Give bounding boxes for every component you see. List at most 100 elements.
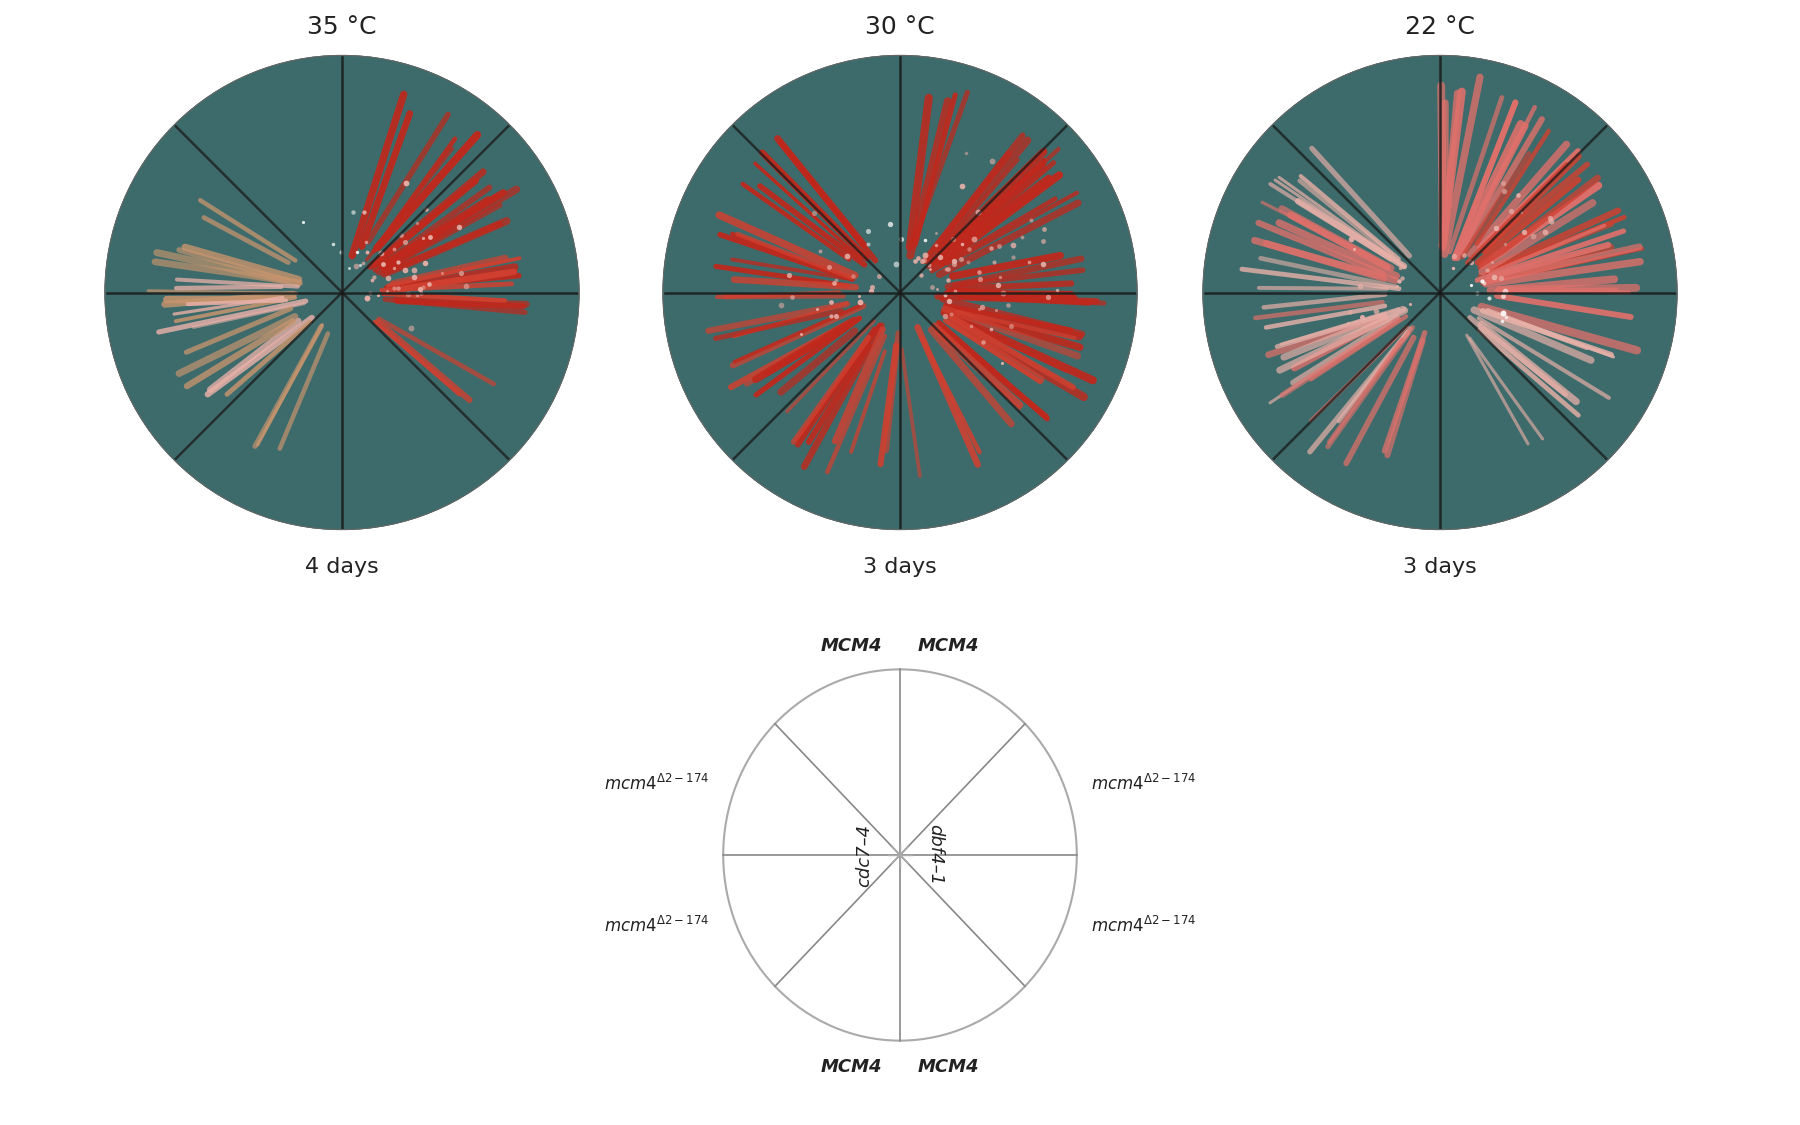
Text: 22 °C: 22 °C (1406, 16, 1474, 39)
Point (1336, 303, 1364, 321)
Point (328, 243, 356, 261)
Point (409, 278, 437, 296)
Text: $mcm4^{\Delta2-174}$: $mcm4^{\Delta2-174}$ (1091, 774, 1197, 794)
Point (911, 251, 940, 269)
Point (1490, 308, 1519, 326)
Circle shape (662, 55, 1138, 530)
Point (452, 278, 481, 296)
Point (778, 288, 806, 306)
Text: 3 days: 3 days (864, 557, 936, 577)
Point (1028, 255, 1057, 273)
Point (934, 271, 963, 289)
Point (922, 224, 950, 242)
Point (938, 231, 967, 249)
Point (1440, 248, 1469, 266)
Text: 4 days: 4 days (306, 557, 378, 577)
Point (977, 152, 1006, 170)
Point (1346, 278, 1375, 296)
Point (949, 235, 977, 253)
Point (1030, 219, 1058, 237)
Point (409, 228, 437, 246)
Text: 35 °C: 35 °C (308, 16, 376, 39)
Point (821, 271, 850, 289)
Point (947, 250, 976, 268)
Text: MCM4: MCM4 (821, 1059, 882, 1077)
Point (934, 292, 963, 310)
Point (853, 222, 882, 240)
Point (392, 174, 421, 192)
Point (1462, 284, 1490, 302)
Point (1456, 253, 1485, 271)
Point (342, 256, 371, 274)
Point (803, 300, 832, 318)
Point (1519, 227, 1548, 245)
Point (956, 317, 985, 335)
Point (997, 317, 1026, 335)
Point (799, 204, 828, 222)
Point (875, 215, 904, 233)
Point (446, 264, 475, 282)
Point (353, 289, 382, 307)
Point (947, 178, 976, 196)
Point (846, 294, 875, 312)
Point (1346, 308, 1375, 326)
Point (985, 268, 1013, 286)
Point (373, 282, 401, 300)
Point (383, 279, 412, 297)
Text: 3 days: 3 days (1404, 557, 1476, 577)
Point (1532, 223, 1561, 241)
Point (931, 307, 959, 325)
Point (940, 282, 968, 300)
Point (364, 286, 392, 304)
Text: 30 °C: 30 °C (866, 16, 934, 39)
Point (1015, 252, 1044, 270)
Point (356, 285, 385, 303)
Point (1480, 268, 1508, 286)
Point (383, 253, 412, 271)
Point (374, 269, 403, 287)
Point (1438, 259, 1467, 277)
Point (839, 267, 868, 285)
Point (391, 233, 419, 251)
Point (1339, 241, 1368, 259)
Point (1449, 246, 1478, 264)
Point (968, 333, 997, 351)
Point (954, 253, 983, 271)
Point (369, 255, 398, 273)
Point (977, 238, 1006, 256)
Point (832, 248, 860, 266)
Point (853, 235, 882, 253)
Point (936, 305, 965, 323)
Point (412, 200, 441, 218)
Point (806, 242, 835, 260)
Point (1490, 235, 1519, 253)
Point (1481, 219, 1510, 237)
Point (994, 296, 1022, 314)
Point (400, 269, 428, 287)
Point (1472, 261, 1501, 279)
Point (1537, 212, 1566, 230)
Point (963, 202, 992, 220)
Point (931, 286, 959, 304)
Point (965, 300, 994, 318)
Point (954, 240, 983, 258)
Point (351, 233, 380, 251)
Point (1030, 233, 1058, 251)
Point (999, 236, 1028, 254)
Point (922, 235, 950, 253)
Point (1382, 277, 1411, 295)
Point (934, 260, 963, 278)
Point (914, 260, 943, 278)
Point (1388, 269, 1417, 287)
Point (815, 258, 844, 276)
Point (367, 244, 396, 262)
Circle shape (1202, 55, 1678, 530)
Text: cdc7–4: cdc7–4 (855, 824, 873, 886)
Point (1503, 186, 1532, 204)
Point (380, 240, 409, 258)
Point (932, 261, 961, 279)
Text: $mcm4^{\Delta2-174}$: $mcm4^{\Delta2-174}$ (603, 916, 709, 936)
Point (387, 226, 416, 244)
Point (1496, 201, 1525, 219)
Point (959, 231, 988, 249)
